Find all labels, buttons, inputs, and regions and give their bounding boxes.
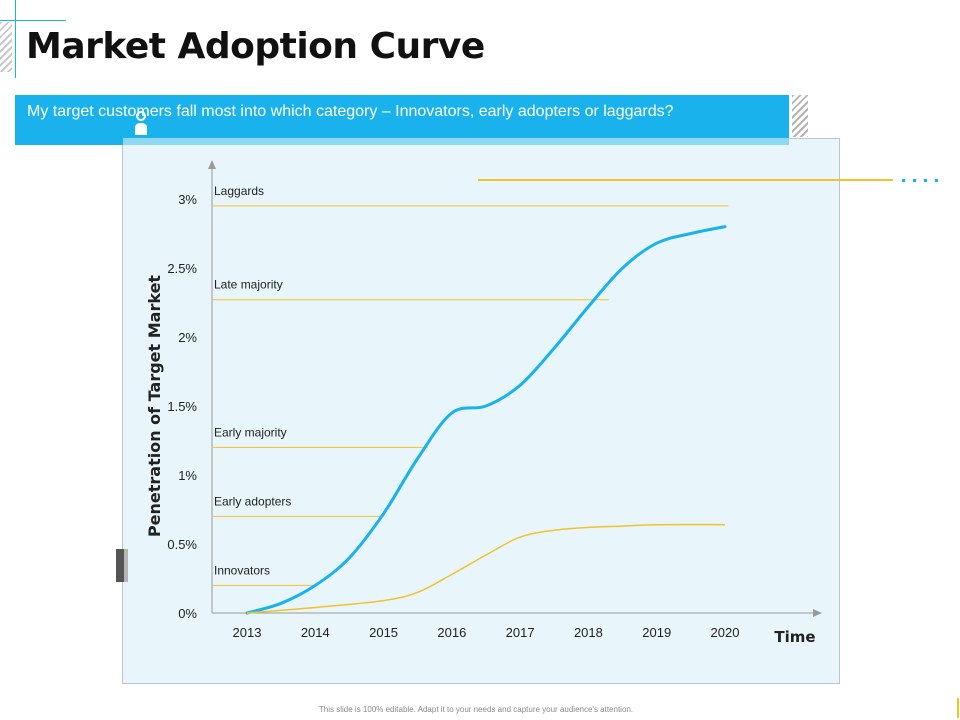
corner-accent-vertical [15, 0, 16, 78]
y-tick-label: 0.5% [167, 537, 197, 552]
x-tick-label: 2019 [642, 625, 671, 640]
y-tick-label: 2.5% [167, 261, 197, 276]
y-tick-label: 2% [178, 330, 197, 345]
decorative-yellow-line [478, 179, 893, 181]
corner-accent-horizontal [0, 20, 66, 21]
y-tick-label: 0% [178, 606, 197, 621]
decorative-right-tick [957, 698, 959, 718]
footer-note: This slide is 100% editable. Adapt it to… [318, 705, 634, 714]
x-tick-label: 2017 [506, 625, 535, 640]
category-marker-label: Innovators [214, 563, 270, 577]
decorative-blue-dots [902, 179, 944, 182]
y-tick-label: 3% [178, 192, 197, 207]
banner-strip [123, 138, 789, 145]
person-icon [135, 111, 147, 135]
series-line-cumulative [245, 225, 727, 615]
x-axis-label: Time [774, 628, 815, 646]
y-axis-label: Penetration of Target Market [145, 275, 164, 538]
x-tick-labels: 2013 2014 2015 2016 2017 2018 2019 2020 [233, 625, 740, 640]
banner-text: My target customers fall most into which… [27, 103, 674, 120]
decorative-hatch-right [792, 95, 808, 137]
y-tick-labels: 0% 0.5% 1% 1.5% 2% 2.5% 3% [167, 192, 197, 621]
decorative-hatch-left [0, 22, 12, 72]
x-axis-arrow-icon [813, 609, 822, 617]
slide-title: Market Adoption Curve [26, 26, 485, 67]
series-line-rate [246, 523, 726, 614]
category-marker-label: Early adopters [214, 494, 291, 508]
category-marker-label: Laggards [214, 184, 264, 198]
x-tick-label: 2014 [301, 625, 330, 640]
y-tick-label: 1.5% [167, 399, 197, 414]
y-tick-label: 1% [178, 468, 197, 483]
decorative-tab-highlight [124, 549, 128, 582]
category-marker-label: Late majority [214, 278, 283, 292]
x-tick-label: 2015 [369, 625, 398, 640]
x-tick-label: 2013 [233, 625, 262, 640]
y-axis-arrow-icon [208, 160, 216, 169]
x-tick-label: 2016 [437, 625, 466, 640]
category-marker-label: Early majority [214, 425, 287, 439]
x-tick-label: 2018 [574, 625, 603, 640]
category-markers: Innovators Early adopters Early majority La… [213, 184, 729, 586]
x-tick-label: 2020 [711, 625, 740, 640]
